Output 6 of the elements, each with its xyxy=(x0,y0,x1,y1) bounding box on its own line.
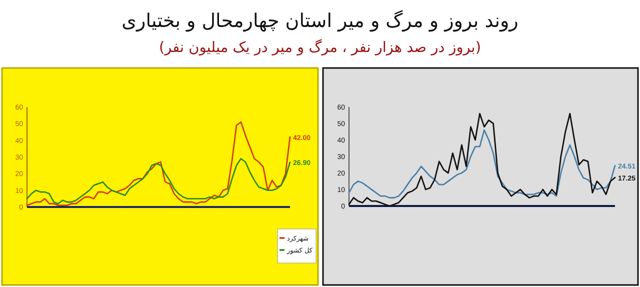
line-series xyxy=(348,129,616,198)
line-series xyxy=(348,112,616,207)
line-series xyxy=(26,121,291,206)
chart-title: روند بروز و مرگ و میر استان چهارمحال و بختیاری xyxy=(122,9,518,32)
line-series xyxy=(26,158,291,204)
text: (بروز در صد هزار نفر ، مرگ و میر در یک میلیون نفر) xyxy=(159,39,481,56)
